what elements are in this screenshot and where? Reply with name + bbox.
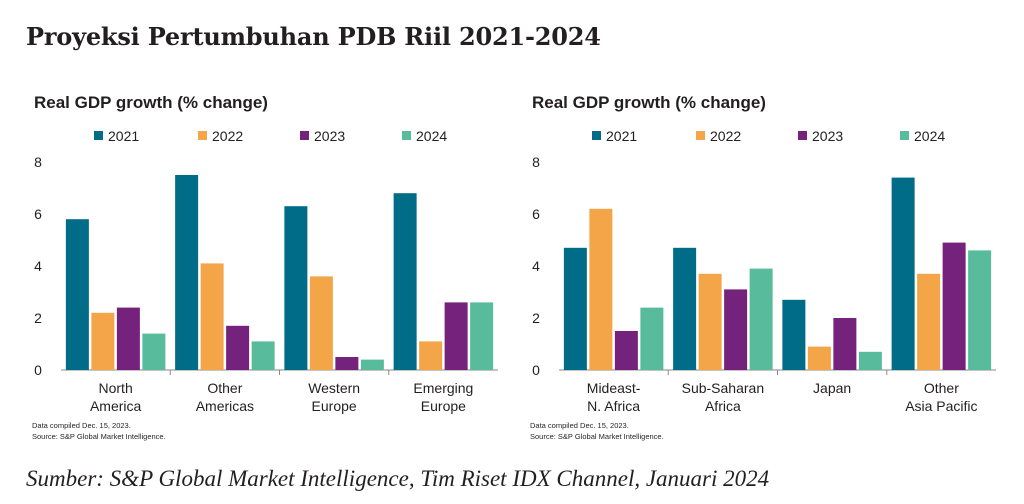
x-category-label: Japan — [813, 380, 851, 396]
chart-note: Source: S&P Global Market Intelligence. — [32, 432, 166, 441]
chart-note: Source: S&P Global Market Intelligence. — [530, 432, 664, 441]
legend-swatch-2023 — [300, 131, 309, 140]
legend-swatch-2021 — [94, 131, 103, 140]
x-category-label: America — [90, 398, 142, 414]
source-caption: Sumber: S&P Global Market Intelligence, … — [26, 466, 770, 491]
x-category-label: Western — [308, 380, 360, 396]
bar-other-asia-pacific-2022 — [917, 273, 941, 370]
x-category-label: Asia Pacific — [905, 398, 977, 414]
legend-swatch-2022 — [198, 131, 207, 140]
chart-title: Real GDP growth (% change) — [34, 93, 268, 112]
x-category-label: North — [99, 380, 133, 396]
gdp-chart-left: Real GDP growth (% change)2021 2022 2023 20… — [32, 93, 498, 441]
chart-note: Data compiled Dec. 15, 2023. — [32, 421, 131, 430]
bar-western-europe-2024 — [360, 359, 384, 370]
page-title: Proyeksi Pertumbuhan PDB Riil 2021-2024 — [26, 22, 601, 51]
bar-other-americas-2022 — [200, 263, 224, 370]
y-tick-label: 4 — [532, 258, 540, 274]
bar-emerging-europe-2023 — [444, 302, 468, 370]
bar-north-america-2021 — [65, 219, 89, 370]
bar-emerging-europe-2022 — [419, 341, 443, 370]
x-category-label: N. Africa — [587, 398, 640, 414]
x-category-label: Africa — [705, 398, 741, 414]
bar-japan-2023 — [833, 318, 857, 370]
legend-swatch-2024 — [900, 131, 909, 140]
bar-other-americas-2023 — [226, 325, 250, 370]
x-category-label: Mideast- — [587, 380, 641, 396]
x-category-label: Americas — [196, 398, 254, 414]
y-tick-label: 6 — [34, 206, 42, 222]
bar-western-europe-2022 — [309, 276, 333, 370]
legend-swatch-2022 — [696, 131, 705, 140]
bar-other-americas-2024 — [251, 341, 275, 370]
bar-north-america-2024 — [142, 333, 166, 370]
bar-emerging-europe-2024 — [470, 302, 494, 370]
y-tick-label: 8 — [34, 154, 42, 170]
bar-north-america-2022 — [91, 312, 115, 370]
bar-japan-2022 — [807, 346, 831, 370]
x-category-label: Other — [207, 380, 242, 396]
bar-mideast-n-africa-2022 — [589, 208, 613, 370]
bar-mideast-n-africa-2024 — [640, 307, 664, 370]
y-tick-label: 8 — [532, 154, 540, 170]
chart-note: Data compiled Dec. 15, 2023. — [530, 421, 629, 430]
y-tick-label: 2 — [532, 310, 540, 326]
bar-sub-saharan-africa-2023 — [724, 289, 748, 370]
bar-japan-2021 — [782, 299, 806, 370]
x-category-label: Europe — [421, 398, 466, 414]
legend-label-2024: 2024 — [914, 128, 945, 144]
bar-other-americas-2021 — [175, 175, 199, 370]
legend-swatch-2021 — [592, 131, 601, 140]
legend-swatch-2024 — [402, 131, 411, 140]
legend-swatch-2023 — [798, 131, 807, 140]
legend-label-2021: 2021 — [108, 128, 139, 144]
bar-emerging-europe-2021 — [393, 193, 417, 370]
x-category-label: Europe — [312, 398, 357, 414]
bar-other-asia-pacific-2023 — [942, 242, 966, 370]
y-tick-label: 0 — [532, 362, 540, 378]
legend-label-2023: 2023 — [812, 128, 843, 144]
bar-other-asia-pacific-2024 — [968, 250, 992, 370]
bar-western-europe-2023 — [335, 357, 359, 370]
y-tick-label: 4 — [34, 258, 42, 274]
bar-north-america-2023 — [116, 307, 140, 370]
gdp-chart-right: Real GDP growth (% change)2021 2022 2023 20… — [530, 93, 996, 441]
x-category-label: Sub-Saharan — [682, 380, 765, 396]
bar-mideast-n-africa-2023 — [614, 331, 638, 370]
y-tick-label: 6 — [532, 206, 540, 222]
bar-sub-saharan-africa-2024 — [749, 268, 773, 370]
x-category-label: Other — [924, 380, 959, 396]
bar-western-europe-2021 — [284, 206, 308, 370]
y-tick-label: 2 — [34, 310, 42, 326]
legend-label-2021: 2021 — [606, 128, 637, 144]
legend-label-2023: 2023 — [314, 128, 345, 144]
bar-other-asia-pacific-2021 — [891, 177, 915, 370]
bar-mideast-n-africa-2021 — [563, 247, 587, 370]
legend-label-2022: 2022 — [212, 128, 243, 144]
bar-sub-saharan-africa-2022 — [698, 273, 722, 370]
bar-sub-saharan-africa-2021 — [673, 247, 697, 370]
x-category-label: Emerging — [413, 380, 473, 396]
legend-label-2022: 2022 — [710, 128, 741, 144]
chart-title: Real GDP growth (% change) — [532, 93, 766, 112]
bar-japan-2024 — [858, 351, 882, 370]
legend-label-2024: 2024 — [416, 128, 447, 144]
y-tick-label: 0 — [34, 362, 42, 378]
